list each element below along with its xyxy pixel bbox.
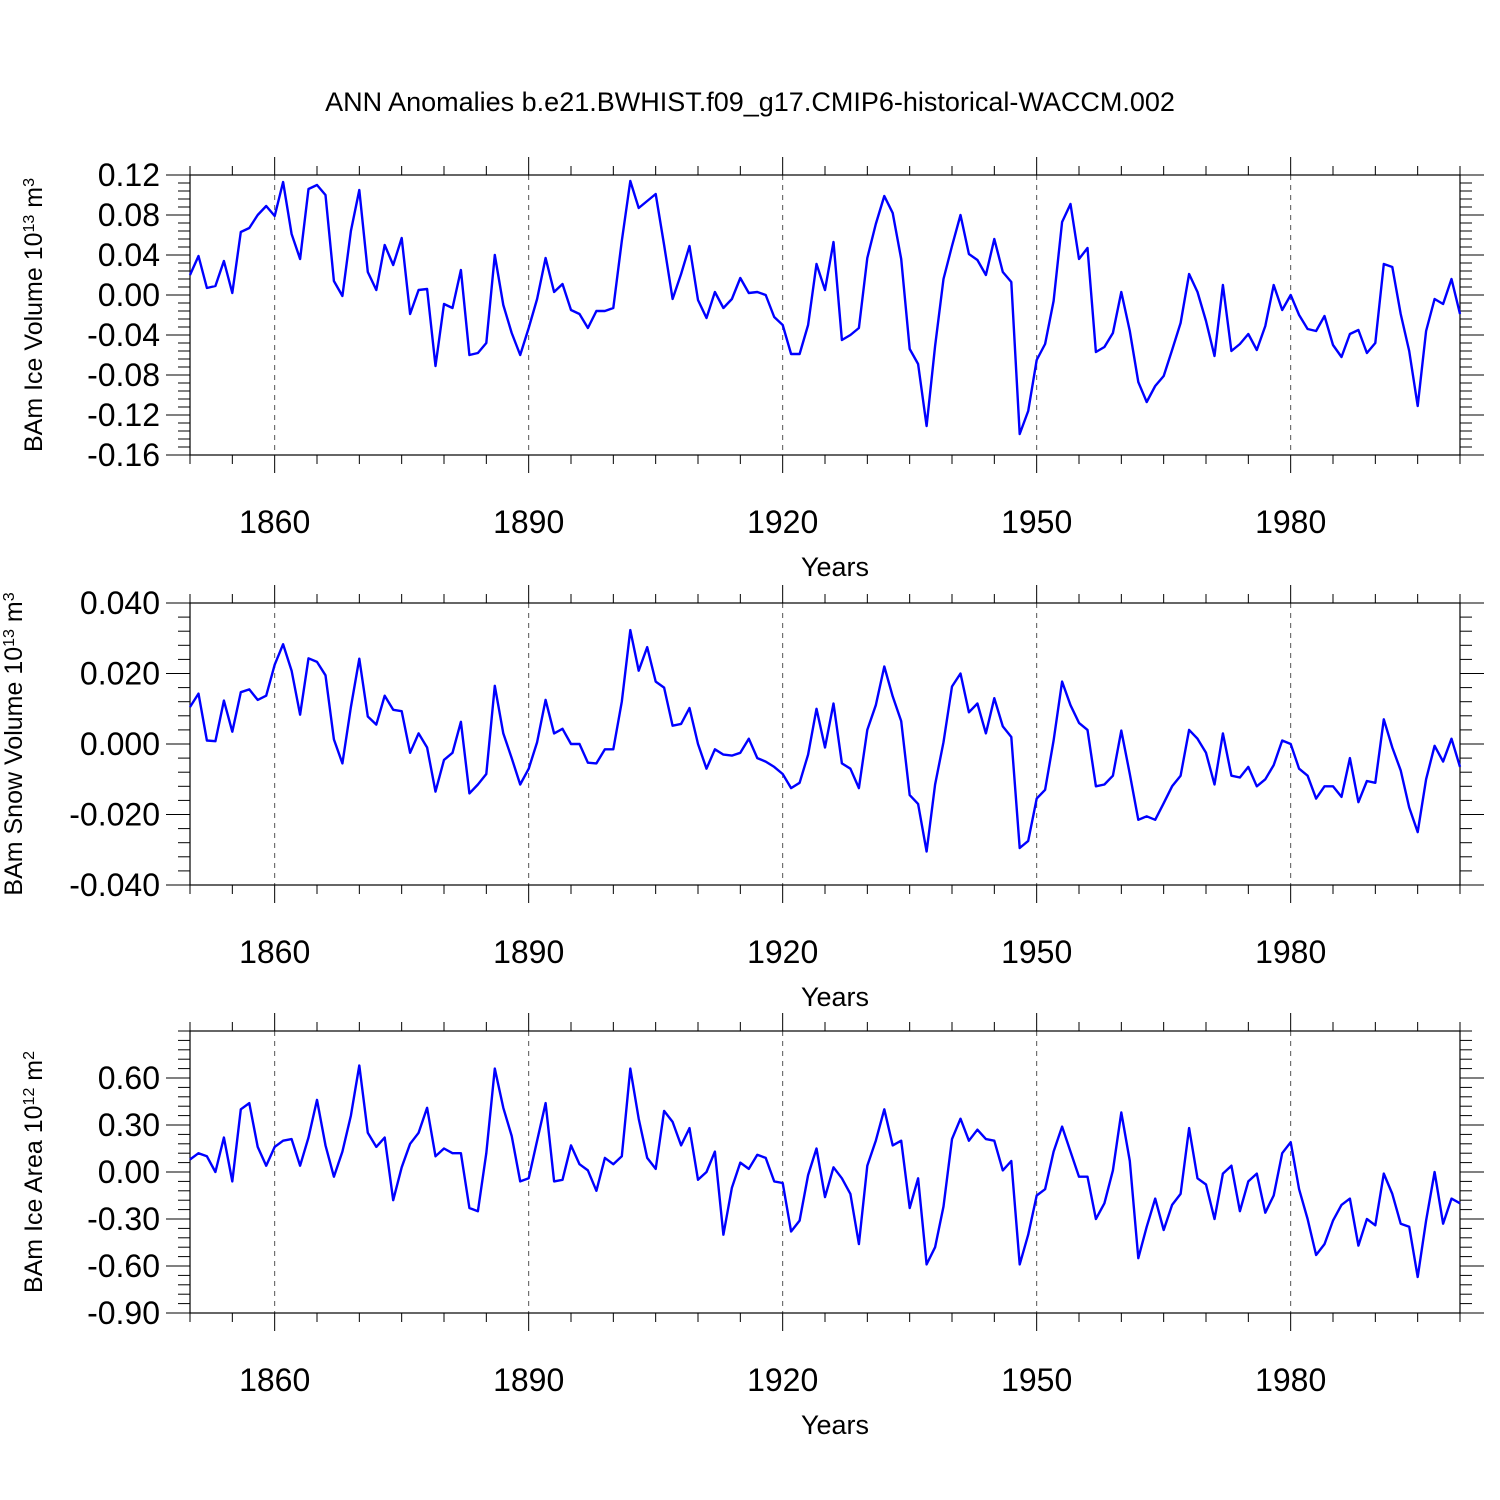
x-tick-label: 1980 (1255, 504, 1326, 540)
plots: 1860 1890 1920 1950 1980 -0.16 -0.12 -0.08 -0.04… (0, 157, 1484, 1440)
plot-frame (189, 1030, 1461, 1314)
y-axis-label-superscript: 13 (21, 215, 38, 233)
y-tick-label: -0.60 (87, 1248, 160, 1284)
x-tick-label: 1980 (1255, 1362, 1326, 1398)
y-tick-label: 0.020 (80, 656, 160, 692)
y-axis-label: BAm Snow Volume 1013 m3 (0, 592, 28, 895)
x-tick-label: 1890 (493, 934, 564, 970)
y-tick-label: 0.08 (98, 197, 160, 233)
y-tick-label: 0.040 (80, 585, 160, 621)
series-line-ice-area (189, 1064, 1461, 1279)
plot-snow-volume: 1860 1890 1920 1950 1980 -0.040 -0.020 0.000 0.0… (0, 585, 1484, 1012)
x-tick-label: 1950 (1001, 1362, 1072, 1398)
x-axis-label: Years (801, 1410, 869, 1440)
y-axis-label-text: m (20, 187, 48, 215)
y-axis-label-text: m (20, 1060, 48, 1088)
y-axis-label-superscript: 2 (21, 1051, 38, 1060)
x-tick-label: 1920 (747, 1362, 818, 1398)
y-axis-label: BAm Ice Volume 1013 m3 (20, 178, 48, 452)
y-axis-label: BAm Ice Area 1012 m2 (20, 1051, 48, 1293)
y-tick-label: -0.90 (87, 1295, 160, 1331)
y-tick-label: 0.60 (98, 1060, 160, 1096)
y-axis-label-superscript: 13 (1, 629, 18, 647)
y-axis-label-superscript: 3 (21, 178, 38, 187)
y-axis-label-text: BAm Ice Area 10 (20, 1105, 48, 1293)
x-tick-label: 1890 (493, 504, 564, 540)
x-tick-label: 1860 (239, 504, 310, 540)
y-axis-label-superscript: 12 (21, 1088, 38, 1106)
y-axis-label-text: m (0, 601, 28, 629)
y-tick-label: -0.16 (87, 437, 160, 473)
y-axis-label-text: BAm Snow Volume 10 (0, 647, 28, 896)
chart-title: ANN Anomalies b.e21.BWHIST.f09_g17.CMIP6… (325, 87, 1175, 117)
x-tick-label: 1950 (1001, 934, 1072, 970)
y-axis-label-superscript: 3 (1, 592, 18, 601)
y-tick-label: 0.00 (98, 1154, 160, 1190)
series-line-snow-volume (188, 628, 1462, 853)
plot-frame (189, 174, 1461, 456)
x-axis-label: Years (801, 982, 869, 1012)
y-tick-label: 0.000 (80, 726, 160, 762)
x-tick-label: 1950 (1001, 504, 1072, 540)
series-line-ice-volume (188, 179, 1462, 436)
plot-ice-area: 1860 1890 1920 1950 1980 -0.90 -0.60 -0.30 0.00 0… (20, 1013, 1484, 1440)
y-tick-label: 0.12 (98, 157, 160, 193)
y-tick-label: -0.040 (69, 867, 160, 903)
y-axis-label-text: BAm Ice Volume 10 (20, 232, 48, 452)
y-tick-label: -0.12 (87, 397, 160, 433)
y-tick-label: -0.08 (87, 357, 160, 393)
y-tick-label: 0.30 (98, 1107, 160, 1143)
x-tick-label: 1920 (747, 504, 818, 540)
x-tick-label: 1980 (1255, 934, 1326, 970)
y-tick-label: -0.30 (87, 1201, 160, 1237)
y-tick-label: -0.04 (87, 317, 160, 353)
y-tick-label: 0.00 (98, 277, 160, 313)
x-axis-label: Years (801, 552, 869, 582)
x-tick-label: 1890 (493, 1362, 564, 1398)
x-tick-label: 1860 (239, 1362, 310, 1398)
plot-ice-volume: 1860 1890 1920 1950 1980 -0.16 -0.12 -0.08 -0.04… (20, 157, 1484, 582)
x-tick-label: 1860 (239, 934, 310, 970)
y-tick-label: 0.04 (98, 237, 160, 273)
x-tick-label: 1920 (747, 934, 818, 970)
y-tick-label: -0.020 (69, 797, 160, 833)
